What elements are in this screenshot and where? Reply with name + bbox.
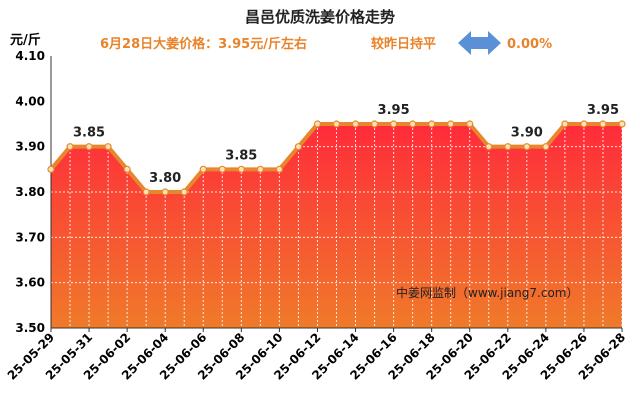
plot-area: 4.104.003.903.803.703.603.5025-05-2925-0…	[5, 49, 628, 383]
data-point	[561, 120, 569, 128]
data-point	[47, 165, 55, 173]
data-point	[275, 165, 283, 173]
data-point	[580, 120, 588, 128]
change-percent: 0.00%	[507, 37, 552, 52]
data-label: 3.95	[378, 103, 410, 118]
data-point	[237, 165, 245, 173]
compare-text: 较昨日持平	[371, 36, 436, 52]
y-tick-label: 4.10	[15, 49, 45, 63]
y-tick-label: 3.90	[15, 140, 45, 154]
watermark: 中姜网监制（www.jiang7.com）	[396, 285, 578, 300]
data-point	[542, 143, 550, 151]
data-point	[313, 120, 322, 128]
data-point	[447, 120, 455, 128]
data-point	[332, 120, 341, 128]
data-point	[390, 120, 398, 128]
data-point	[466, 120, 474, 128]
data-point	[504, 143, 512, 151]
data-label: 3.85	[225, 148, 257, 163]
data-label: 3.85	[73, 126, 105, 141]
data-point	[351, 120, 360, 128]
price-summary: 6月28日大姜价格：3.95元/斤左右	[100, 36, 307, 52]
data-point	[123, 165, 131, 173]
y-tick-label: 3.80	[15, 185, 45, 199]
data-point	[428, 120, 436, 128]
data-point	[142, 188, 150, 196]
chart-title: 昌邑优质洗姜价格走势	[245, 8, 395, 26]
y-tick-label: 3.60	[15, 276, 45, 290]
y-tick-label: 3.50	[15, 321, 45, 335]
data-label: 3.90	[511, 126, 543, 141]
data-point	[409, 120, 417, 128]
data-point	[294, 143, 303, 151]
double-arrow-icon	[458, 31, 501, 55]
data-point	[104, 143, 112, 151]
data-point	[370, 120, 379, 128]
y-tick-label: 3.70	[15, 230, 45, 244]
data-label: 3.95	[587, 103, 619, 118]
data-point	[485, 143, 493, 151]
data-point	[85, 143, 93, 151]
data-point	[618, 120, 626, 128]
data-point	[180, 188, 188, 196]
data-point	[523, 143, 531, 151]
data-point	[161, 188, 169, 196]
data-point	[66, 143, 74, 151]
data-point	[599, 120, 607, 128]
data-point	[199, 165, 207, 173]
data-point	[256, 165, 264, 173]
y-axis-unit: 元/斤	[10, 32, 41, 48]
y-tick-label: 4.00	[15, 94, 45, 108]
data-point	[218, 165, 226, 173]
data-label: 3.80	[149, 171, 181, 186]
